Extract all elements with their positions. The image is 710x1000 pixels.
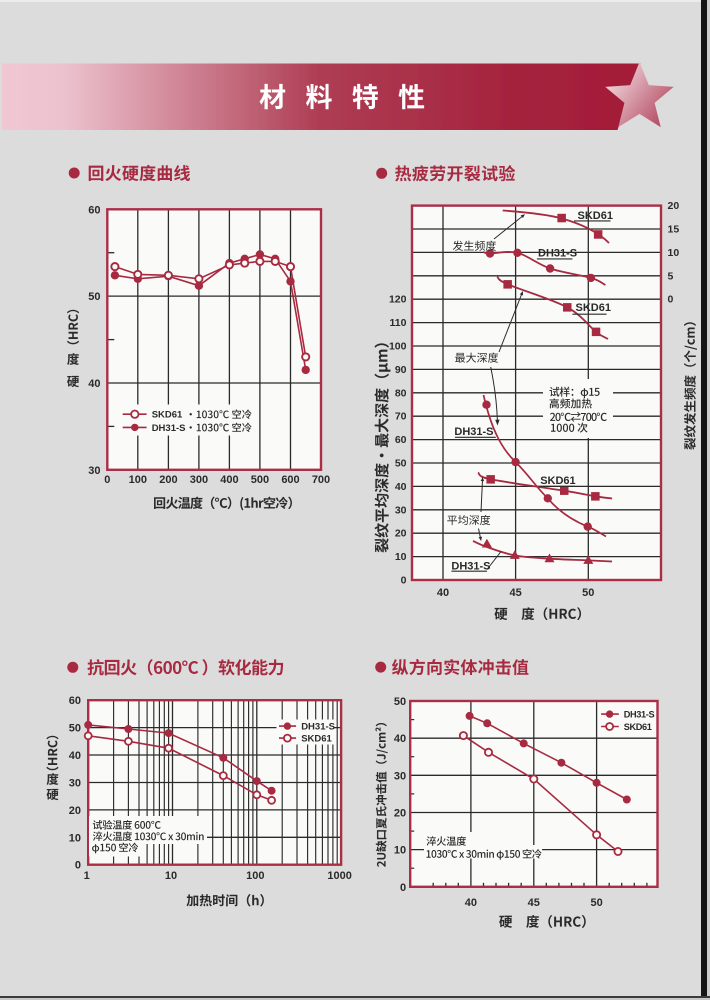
svg-text:0: 0 (400, 882, 406, 894)
svg-text:700: 700 (312, 474, 330, 486)
svg-text:40: 40 (437, 587, 449, 599)
svg-text:400: 400 (220, 474, 238, 486)
svg-text:45: 45 (528, 897, 540, 909)
svg-text:0: 0 (104, 474, 110, 486)
svg-text:60: 60 (69, 695, 81, 707)
svg-text:60: 60 (395, 434, 407, 446)
svg-text:10: 10 (69, 832, 81, 844)
svg-text:40: 40 (465, 897, 477, 909)
svg-text:15: 15 (668, 224, 680, 236)
svg-text:50: 50 (394, 696, 406, 708)
svg-text:1: 1 (84, 870, 90, 882)
svg-text:DH31-S: DH31-S (454, 426, 493, 438)
svg-text:600: 600 (281, 474, 299, 486)
svg-text:60: 60 (88, 204, 100, 216)
svg-text:110: 110 (390, 317, 407, 329)
svg-text:20: 20 (69, 805, 81, 817)
svg-text:100: 100 (389, 341, 407, 353)
svg-text:50: 50 (395, 458, 407, 470)
svg-text:DH31-S: DH31-S (538, 248, 577, 260)
svg-text:0: 0 (668, 294, 674, 306)
svg-text:10: 10 (668, 247, 680, 259)
svg-text:DH31-S: DH31-S (301, 722, 335, 733)
svg-text:DH31-S: DH31-S (451, 560, 490, 572)
svg-text:200: 200 (159, 474, 177, 486)
svg-text:50: 50 (69, 723, 81, 735)
svg-text:DH31-S: DH31-S (152, 423, 186, 434)
svg-text:120: 120 (389, 294, 407, 306)
svg-text:1000: 1000 (327, 870, 351, 882)
svg-text:20: 20 (395, 528, 407, 540)
svg-text:10: 10 (394, 845, 406, 857)
svg-text:50: 50 (582, 587, 594, 599)
svg-text:20: 20 (394, 808, 406, 820)
svg-text:45: 45 (509, 587, 521, 599)
svg-text:500: 500 (251, 474, 269, 486)
svg-text:SKD61: SKD61 (578, 210, 613, 222)
svg-text:100: 100 (129, 474, 147, 486)
svg-text:70: 70 (395, 411, 407, 423)
svg-text:SKD61: SKD61 (624, 722, 652, 732)
svg-text:40: 40 (69, 750, 81, 762)
svg-text:SKD61: SKD61 (152, 410, 183, 421)
svg-text:10: 10 (395, 551, 407, 563)
svg-text:SKD61: SKD61 (301, 734, 332, 745)
svg-text:20: 20 (668, 200, 680, 212)
svg-text:30: 30 (394, 770, 406, 782)
svg-text:SKD61: SKD61 (576, 302, 611, 314)
svg-text:30: 30 (395, 504, 407, 516)
svg-text:50: 50 (590, 897, 602, 909)
svg-text:50: 50 (88, 291, 100, 303)
svg-text:40: 40 (88, 378, 100, 390)
svg-text:SKD61: SKD61 (540, 475, 575, 487)
svg-text:100: 100 (246, 870, 264, 882)
svg-text:80: 80 (395, 387, 407, 399)
svg-text:30: 30 (69, 778, 81, 790)
svg-text:0: 0 (401, 575, 407, 587)
svg-text:30: 30 (88, 465, 100, 477)
svg-text:5: 5 (668, 270, 674, 282)
svg-text:0: 0 (75, 860, 81, 872)
svg-text:40: 40 (395, 481, 407, 493)
svg-text:DH31-S: DH31-S (624, 710, 655, 720)
svg-text:10: 10 (165, 870, 177, 882)
svg-text:300: 300 (190, 474, 208, 486)
svg-text:90: 90 (395, 364, 407, 376)
svg-text:40: 40 (394, 733, 406, 745)
